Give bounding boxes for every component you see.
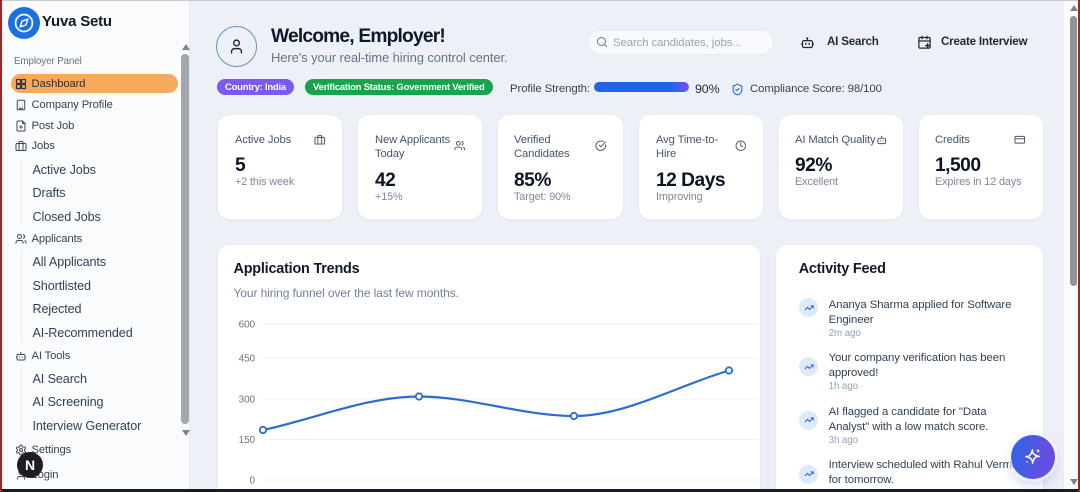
- svg-text:300: 300: [239, 395, 256, 406]
- svg-text:150: 150: [239, 435, 256, 446]
- svg-text:450: 450: [239, 354, 256, 365]
- svg-text:0: 0: [250, 476, 256, 487]
- svg-text:600: 600: [239, 320, 256, 331]
